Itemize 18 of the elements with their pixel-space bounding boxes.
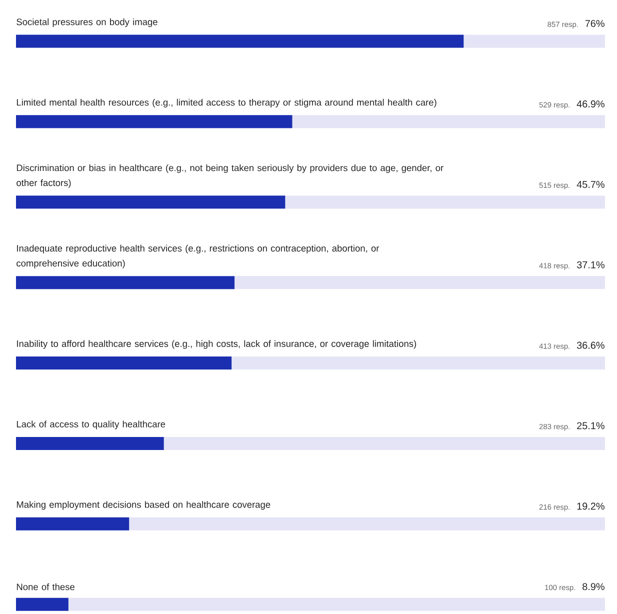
y-tick-label: Inadequate reproductive health services (e.g., restrictions on contraception, abortion, or comprehensive education) (16, 244, 380, 268)
data-label: 19.2% (577, 502, 604, 510)
data-label: 37.1% (576, 261, 604, 268)
y-tick-label: Societal pressures on body image (16, 18, 158, 28)
y-tick-label: Making employment decisions based on healthcare coverage (16, 501, 270, 510)
y-tick-label: Discrimination or bias in healthcare (e.g., not being taken seriously by providers due to age, gender, or other factors) (16, 164, 444, 188)
data-label: 25.1% (577, 422, 604, 430)
y-tick-label: Inability to afford healthcare services (e.g., high costs, lack of insurance, or coverage limitations) (17, 340, 416, 349)
y-tick-label: Lack of access to quality healthcare (16, 420, 166, 430)
bar (16, 598, 68, 611)
data-label: 36.6% (576, 342, 604, 349)
data-label: 8.9% (582, 583, 604, 590)
y-tick-label: None of these (16, 583, 74, 590)
data-label: 46.9% (576, 100, 604, 108)
y-tick-label: Limited mental health resources (e.g., limited access to therapy or stigma around mental health care) (16, 98, 436, 108)
data-label: 45.7% (576, 180, 604, 188)
data-label: 76% (585, 20, 604, 28)
bar (16, 517, 130, 530)
